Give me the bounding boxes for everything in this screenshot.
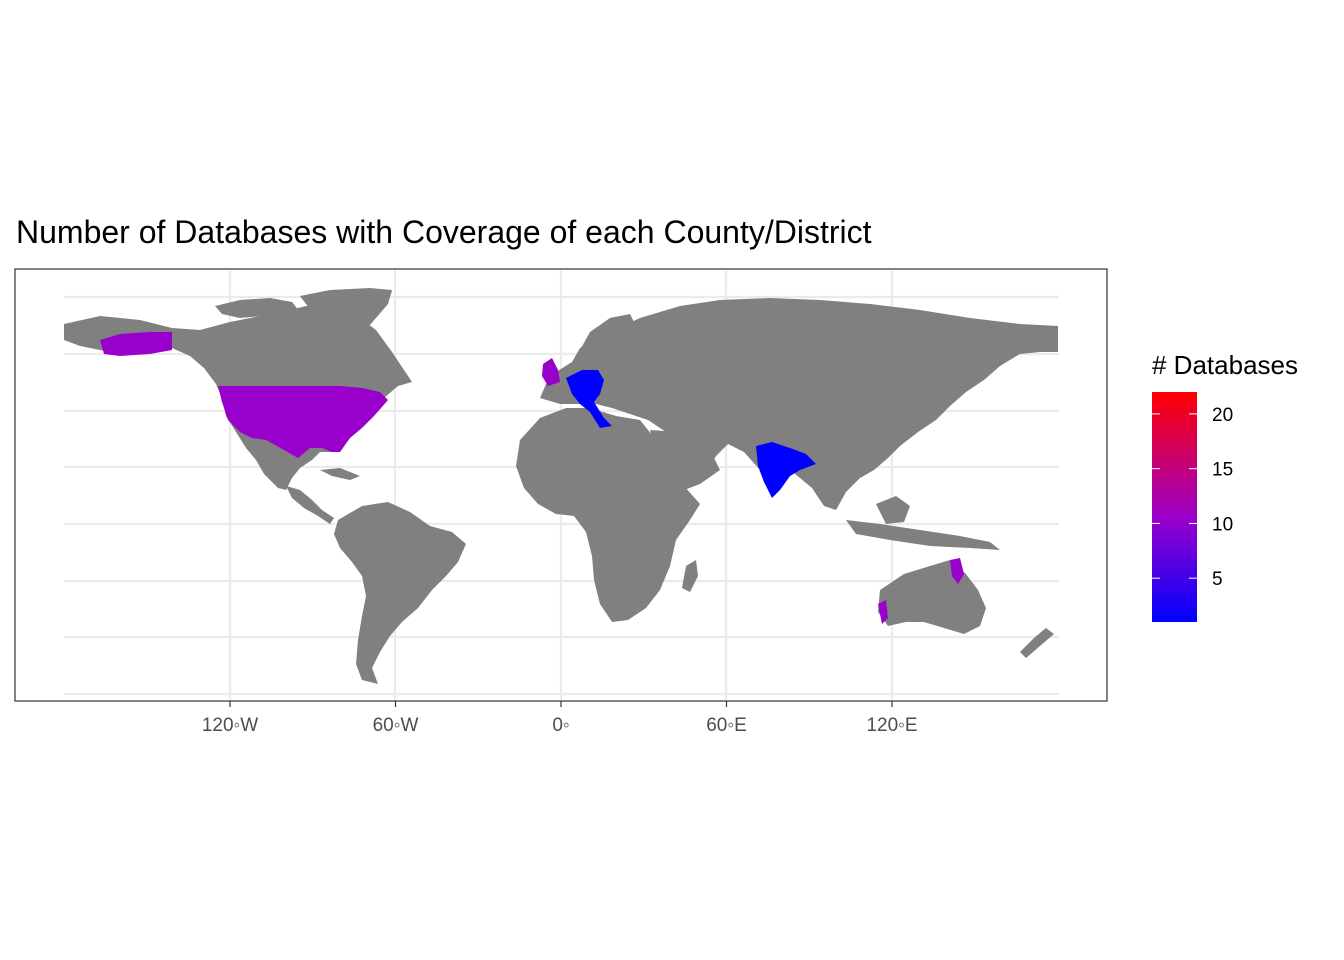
africa-landmass xyxy=(516,408,700,622)
greenland-landmass xyxy=(300,288,392,350)
legend-colorbar xyxy=(1152,392,1197,622)
europe-coverage xyxy=(566,370,612,428)
x-tick-label: 120◦W xyxy=(202,715,258,736)
caribbean-islands xyxy=(320,468,360,480)
x-tick-label: 120◦E xyxy=(866,715,917,736)
arabia-landmass xyxy=(650,430,720,490)
central-america-landmass xyxy=(286,486,334,524)
new-zealand-landmass xyxy=(1020,628,1054,658)
southeast-asia-islands xyxy=(846,520,1000,550)
color-legend: # Databases 5 10 15 20 xyxy=(1152,350,1298,622)
map-title: Number of Databases with Coverage of eac… xyxy=(16,214,872,250)
uk-landmass xyxy=(542,358,560,386)
south-america-landmass xyxy=(334,502,466,684)
legend-tick-label: 10 xyxy=(1212,514,1233,535)
arctic-islands xyxy=(215,298,300,320)
legend-title: # Databases xyxy=(1152,350,1298,380)
x-tick-label: 0◦ xyxy=(552,715,569,736)
scandinavia-landmass xyxy=(580,314,636,370)
legend-tick-label: 20 xyxy=(1212,405,1233,426)
x-tick-label: 60◦E xyxy=(706,715,747,736)
legend-tick-label: 15 xyxy=(1212,460,1233,481)
australia-coverage xyxy=(950,558,964,584)
legend-tick-label: 5 xyxy=(1212,569,1223,590)
x-axis: 120◦W 60◦W 0◦ 60◦E 120◦E xyxy=(202,701,918,736)
india-coverage xyxy=(756,442,816,498)
madagascar-landmass xyxy=(682,560,698,592)
australia-west-coverage xyxy=(878,600,888,624)
borneo-landmass xyxy=(876,496,910,524)
alaska-coverage xyxy=(100,332,172,356)
x-tick-label: 60◦W xyxy=(373,715,419,736)
japan-landmass xyxy=(922,386,950,424)
usa-coverage xyxy=(218,386,388,458)
eurasia-landmass xyxy=(540,298,1058,510)
